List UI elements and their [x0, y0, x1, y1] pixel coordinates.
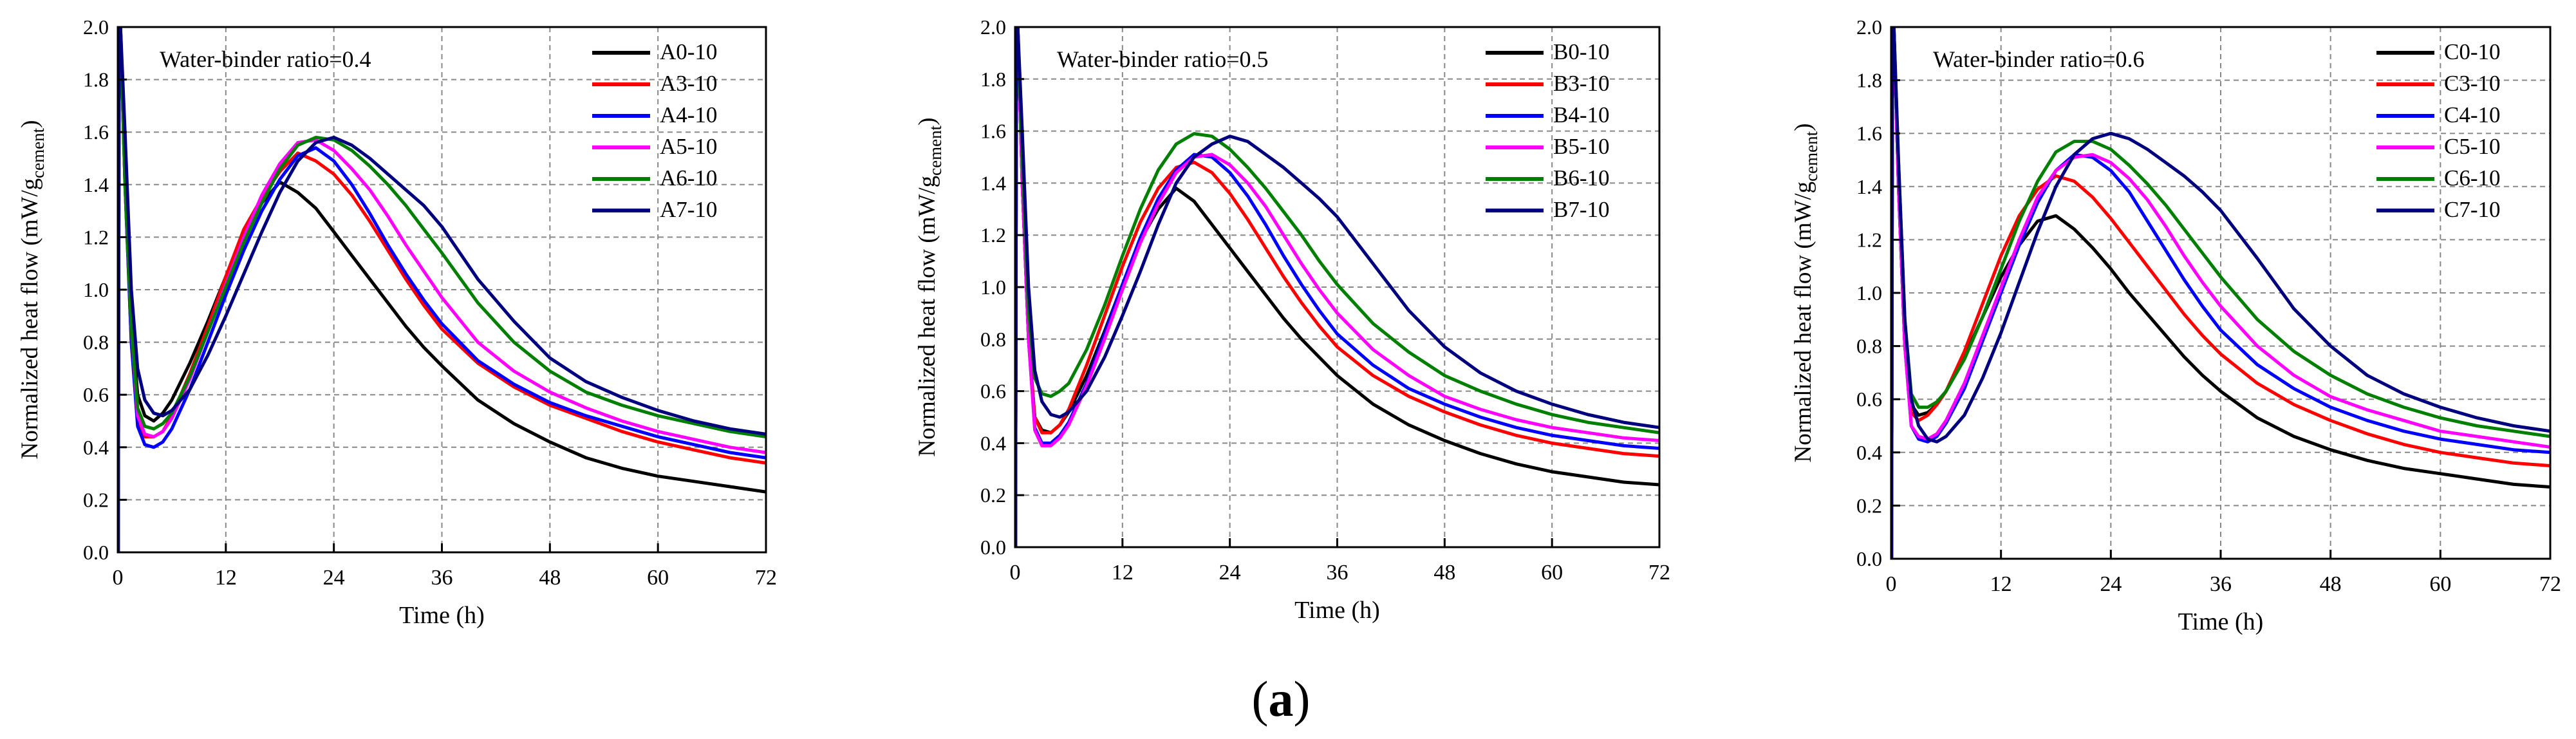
x-tick-label: 72: [1648, 561, 1670, 585]
legend-entry: A7-10: [660, 197, 717, 222]
series-line-B3-10: [1015, 27, 1659, 547]
y-tick-label: 2.0: [83, 15, 109, 39]
x-tick-label: 60: [1541, 561, 1563, 585]
series-group: [118, 27, 766, 552]
ratio-annotation: Water-binder ratio=0.4: [160, 46, 371, 72]
y-tick-label: 1.4: [980, 171, 1006, 194]
x-tick-label: 60: [647, 566, 669, 590]
y-tick-label: 0.6: [83, 383, 109, 406]
series-line-C7-10: [1891, 27, 2550, 559]
legend-entry: B5-10: [1553, 134, 1610, 159]
series-line-A6-10: [118, 27, 766, 552]
x-tick-label: 0: [1886, 572, 1897, 596]
y-tick-label: 1.4: [83, 173, 109, 196]
legend-entry: C6-10: [2444, 165, 2501, 191]
legend-entry: B3-10: [1553, 71, 1610, 96]
y-axis-label: Normalized heat flow (mW/gcement): [1790, 124, 1821, 463]
y-tick-label: 0.2: [980, 483, 1006, 507]
x-tick-label: 12: [1990, 572, 2012, 596]
y-tick-label: 1.0: [1856, 281, 1882, 304]
legend-entry: B6-10: [1553, 165, 1610, 191]
x-tick-label: 36: [431, 566, 453, 590]
legend-entry: B4-10: [1553, 102, 1610, 127]
x-axis-label: Time (h): [1294, 597, 1380, 624]
y-tick-label: 0.4: [83, 436, 109, 459]
y-tick-label: 1.8: [83, 68, 109, 91]
x-tick-label: 48: [539, 566, 561, 590]
legend-entry: A4-10: [660, 102, 717, 127]
y-tick-label: 1.0: [83, 278, 109, 301]
x-tick-label: 12: [1112, 561, 1134, 585]
x-tick-label: 48: [1433, 561, 1455, 585]
x-tick-label: 72: [2539, 572, 2561, 596]
y-tick-label: 0.2: [1856, 494, 1882, 517]
x-tick-label: 0: [113, 566, 124, 590]
y-tick-label: 2.0: [980, 15, 1006, 39]
y-tick-label: 0.8: [980, 328, 1006, 351]
x-tick-label: 12: [215, 566, 237, 590]
legend-entry: C3-10: [2444, 71, 2501, 96]
y-tick-label: 2.0: [1856, 15, 1882, 39]
legend-entry: A6-10: [660, 165, 717, 191]
x-tick-label: 48: [2320, 572, 2342, 596]
legend-entry: C7-10: [2444, 197, 2501, 222]
y-axis-label: Normalized heat flow (mW/gcement): [914, 118, 945, 457]
y-tick-label: 1.2: [1856, 228, 1882, 251]
ratio-annotation: Water-binder ratio=0.5: [1057, 46, 1269, 72]
series-line-B7-10: [1015, 27, 1659, 547]
y-tick-label: 1.6: [980, 120, 1006, 143]
y-tick-label: 0.8: [1856, 335, 1882, 358]
x-axis-label: Time (h): [2178, 608, 2264, 635]
legend-entry: C0-10: [2444, 39, 2501, 64]
y-tick-label: 0.0: [83, 541, 109, 564]
x-tick-label: 24: [323, 566, 345, 590]
x-tick-label: 60: [2429, 572, 2451, 596]
legend-entry: C5-10: [2444, 134, 2501, 159]
y-tick-label: 0.6: [1856, 388, 1882, 411]
legend-entry: B0-10: [1553, 39, 1610, 64]
y-tick-label: 0.4: [980, 431, 1006, 454]
y-tick-label: 0.8: [83, 331, 109, 354]
x-tick-label: 24: [1219, 561, 1241, 585]
y-tick-label: 1.8: [980, 68, 1006, 91]
series-group: [1891, 27, 2550, 559]
y-tick-label: 1.0: [980, 276, 1006, 299]
y-tick-label: 1.4: [1856, 175, 1882, 198]
x-tick-label: 72: [755, 566, 777, 590]
x-tick-label: 24: [2100, 572, 2122, 596]
y-tick-label: 0.0: [980, 536, 1006, 559]
y-tick-label: 1.2: [83, 225, 109, 248]
series-line-C6-10: [1891, 27, 2550, 559]
x-axis-label: Time (h): [399, 602, 485, 629]
y-tick-label: 0.0: [1856, 547, 1882, 570]
x-tick-label: 36: [2210, 572, 2232, 596]
legend-entry: A0-10: [660, 39, 717, 64]
y-tick-label: 1.8: [1856, 69, 1882, 92]
ratio-annotation: Water-binder ratio=0.6: [1933, 46, 2145, 72]
series-line-A7-10: [118, 27, 766, 552]
legend-entry: B7-10: [1553, 197, 1610, 222]
y-tick-label: 0.4: [1856, 441, 1882, 464]
y-tick-label: 0.6: [980, 380, 1006, 403]
chart-panel-b-ratio-0.5: 0 12 24 36 48 60 72 0.0 0.2 0.4 0.6 0.8 1.0 1.2 1.4 1.6…: [914, 15, 1670, 624]
x-tick-label: 36: [1327, 561, 1349, 585]
legend-entry: A3-10: [660, 71, 717, 96]
legend-entry: C4-10: [2444, 102, 2501, 127]
series-line-C5-10: [1891, 27, 2550, 559]
y-tick-label: 1.6: [1856, 122, 1882, 145]
figure-label: (a): [1252, 671, 1311, 727]
series-line-A0-10: [118, 27, 766, 552]
series-line-B5-10: [1015, 27, 1659, 547]
chart-panel-a-ratio-0.4: 0 12 24 36 48 60 72 0.0 0.2 0.4 0.6 0.8 1.0 1.2 1.4 1.6…: [17, 15, 777, 629]
series-group: [1015, 27, 1659, 547]
y-tick-label: 1.6: [83, 120, 109, 144]
chart-panel-c-ratio-0.6: 0 12 24 36 48 60 72 0.0 0.2 0.4 0.6 0.8 1.0 1.2 1.4 1.6…: [1790, 15, 2561, 635]
y-axis-label: Normalized heat flow (mW/gcement): [17, 120, 48, 460]
y-tick-label: 0.2: [83, 488, 109, 511]
y-tick-label: 1.2: [980, 223, 1006, 247]
legend-entry: A5-10: [660, 134, 717, 159]
x-tick-label: 0: [1010, 561, 1021, 585]
